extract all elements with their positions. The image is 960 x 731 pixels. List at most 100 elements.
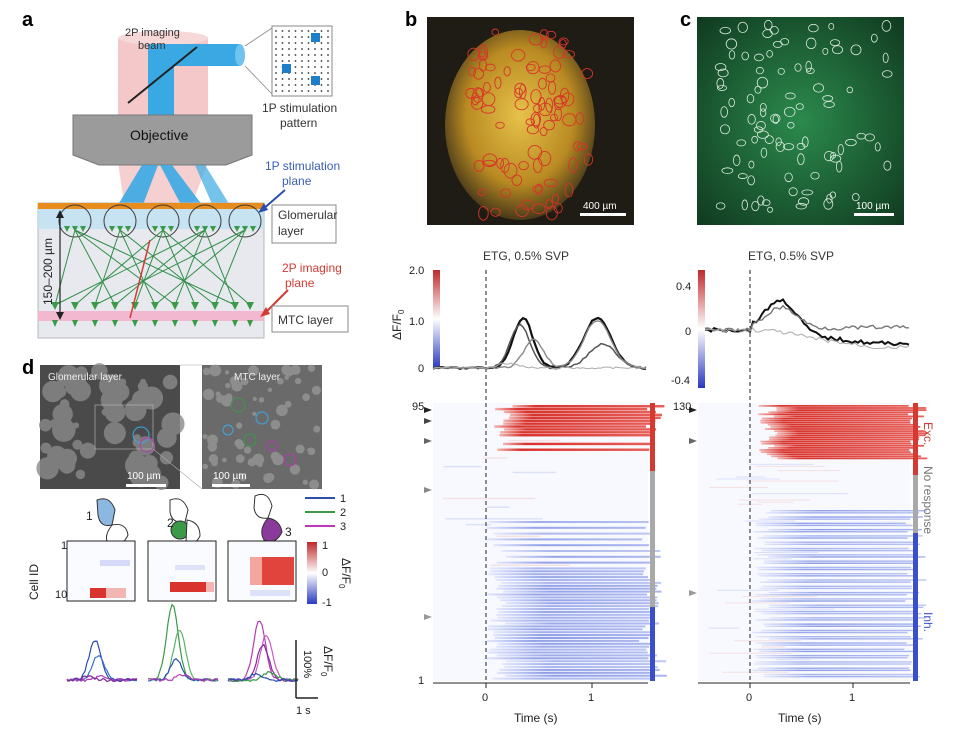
- cbar-label-d: ΔF/F: [339, 558, 353, 584]
- ytick-b-2: 0: [418, 363, 424, 375]
- stim-plane-label-1: 1P stimulation: [265, 159, 340, 173]
- panel-b: b 400 µm ETG, 0.5% SVP 2.0 1.0 0 ΔF/F0 9…: [390, 9, 667, 725]
- svg-text:ΔF/F0: ΔF/F0: [337, 558, 353, 589]
- small-heatmap-2: [147, 540, 217, 602]
- traces-b: [432, 316, 647, 370]
- inh-bar-b: [650, 607, 655, 681]
- trace-title-c: ETG, 0.5% SVP: [748, 249, 834, 263]
- legend-3: 3: [340, 521, 346, 533]
- surface-plane: [38, 203, 264, 209]
- scale-y-label: ΔF/F: [321, 646, 335, 672]
- colorbar-b: [433, 270, 440, 368]
- panel-c: c 100 µm ETG, 0.5% SVP 0.4 0 -0.4 Exc. N…: [671, 9, 935, 725]
- image-b: [427, 17, 634, 225]
- image-d-mtc: [202, 364, 322, 490]
- scalebar-c: 100 µm: [856, 201, 890, 212]
- noresp-bar-b: [650, 471, 655, 607]
- objective-label: Objective: [130, 127, 189, 143]
- side-label-exc: Exc.: [921, 422, 935, 445]
- ytick-b-0: 2.0: [409, 265, 424, 277]
- legend-2: 2: [340, 507, 346, 519]
- noresp-bar-c: [913, 475, 918, 533]
- stim-plane-band: [38, 209, 264, 229]
- glomerular-label-1: Glomerular: [278, 208, 337, 222]
- ytick-b-1: 1.0: [409, 316, 424, 328]
- img1-label: Glomerular layer: [48, 372, 123, 383]
- glom-schematic-1: [96, 498, 129, 546]
- trace-title-b: ETG, 0.5% SVP: [483, 249, 569, 263]
- panel-a: a 2P imaging beam 1P stimulation pattern…: [22, 9, 349, 339]
- colorbar-d: [307, 542, 317, 604]
- ytick-c-1: 0: [685, 326, 691, 338]
- objective-lens: [72, 114, 253, 166]
- traces-c: [704, 298, 910, 349]
- heat-top-c: 130: [673, 401, 691, 413]
- exc-bar-c: [913, 403, 918, 475]
- glom-schematic-2: [169, 498, 201, 545]
- glomerular-label-2: layer: [278, 224, 304, 238]
- svg-text:ΔF/F0: ΔF/F0: [319, 646, 335, 677]
- xlabel-c: Time (s): [778, 711, 822, 725]
- stim-plane-label-2: plane: [282, 174, 312, 188]
- scalebar-b: 400 µm: [583, 201, 617, 212]
- ytick-c-0: 0.4: [676, 281, 691, 293]
- panel-label-b: b: [405, 9, 417, 31]
- small-heatmap-1: [66, 540, 136, 602]
- traces-d: [66, 603, 299, 683]
- heat-top-b: 95: [412, 401, 424, 413]
- depth-label: 150–200 µm: [41, 238, 55, 305]
- dichroic-mirror: [127, 46, 198, 104]
- panel-d: d Glomerular layer 100 µm: [22, 357, 353, 717]
- glomeruli: [58, 204, 262, 238]
- scale2: 100 µm: [213, 471, 247, 482]
- imaging-plane-band: [38, 311, 264, 321]
- ytick-c-2: -0.4: [671, 375, 690, 387]
- imaging-beam-top: [118, 31, 208, 45]
- mitral-tufted-projections: [54, 229, 251, 306]
- scale-x-label: 1 s: [296, 705, 311, 717]
- inh-bar-c: [913, 533, 918, 681]
- cbar-tick-1: 1: [322, 540, 328, 552]
- imaging-plane-label-2: plane: [285, 276, 315, 290]
- image-c: [697, 17, 904, 225]
- side-label-noresp: No response: [921, 466, 935, 534]
- ylabel-b: ΔF/F: [390, 314, 404, 340]
- row-top: 1: [61, 540, 67, 552]
- legend-1: 1: [340, 493, 346, 505]
- mtc-cells: [51, 226, 256, 327]
- xtick-b-0: 0: [482, 692, 488, 704]
- row-bottom: 10: [55, 589, 67, 601]
- img2-label: MTC layer: [234, 372, 281, 383]
- cell-id-label: Cell ID: [27, 564, 41, 600]
- pattern-label-2: pattern: [280, 116, 317, 130]
- mtc-label: MTC layer: [278, 313, 333, 327]
- xtick-c-1: 1: [849, 692, 855, 704]
- pattern-label-1: 1P stimulation: [262, 101, 337, 115]
- glom-num-1: 1: [86, 509, 93, 523]
- colorbar-c: [698, 270, 705, 388]
- glom-schematic-3: [253, 493, 283, 542]
- xlabel-b: Time (s): [514, 711, 558, 725]
- panel-label-a: a: [22, 9, 34, 31]
- xtick-c-0: 0: [746, 692, 752, 704]
- scale-y-value: 100%: [301, 650, 313, 678]
- cbar-tick-neg1: -1: [322, 597, 332, 609]
- panel-label-d: d: [22, 357, 34, 379]
- beam-label-1: 2P imaging: [125, 27, 180, 39]
- scale1: 100 µm: [127, 471, 161, 482]
- xtick-b-1: 1: [588, 692, 594, 704]
- glom-num-2: 2: [167, 516, 174, 530]
- beam-label-2: beam: [138, 40, 166, 52]
- side-label-inh: Inh.: [921, 612, 935, 632]
- stim-beam-vertical: [148, 44, 174, 116]
- image-d-glomerular: [36, 363, 185, 490]
- heat-bottom-b: 1: [418, 675, 424, 687]
- small-heatmap-3: [227, 540, 297, 602]
- exc-bar-b: [650, 403, 655, 471]
- panel-label-c: c: [680, 9, 691, 31]
- glom-num-3: 3: [285, 525, 292, 539]
- legend-d: [305, 497, 335, 527]
- svg-text:ΔF/F0: ΔF/F0: [390, 309, 406, 340]
- cbar-tick-0: 0: [322, 567, 328, 579]
